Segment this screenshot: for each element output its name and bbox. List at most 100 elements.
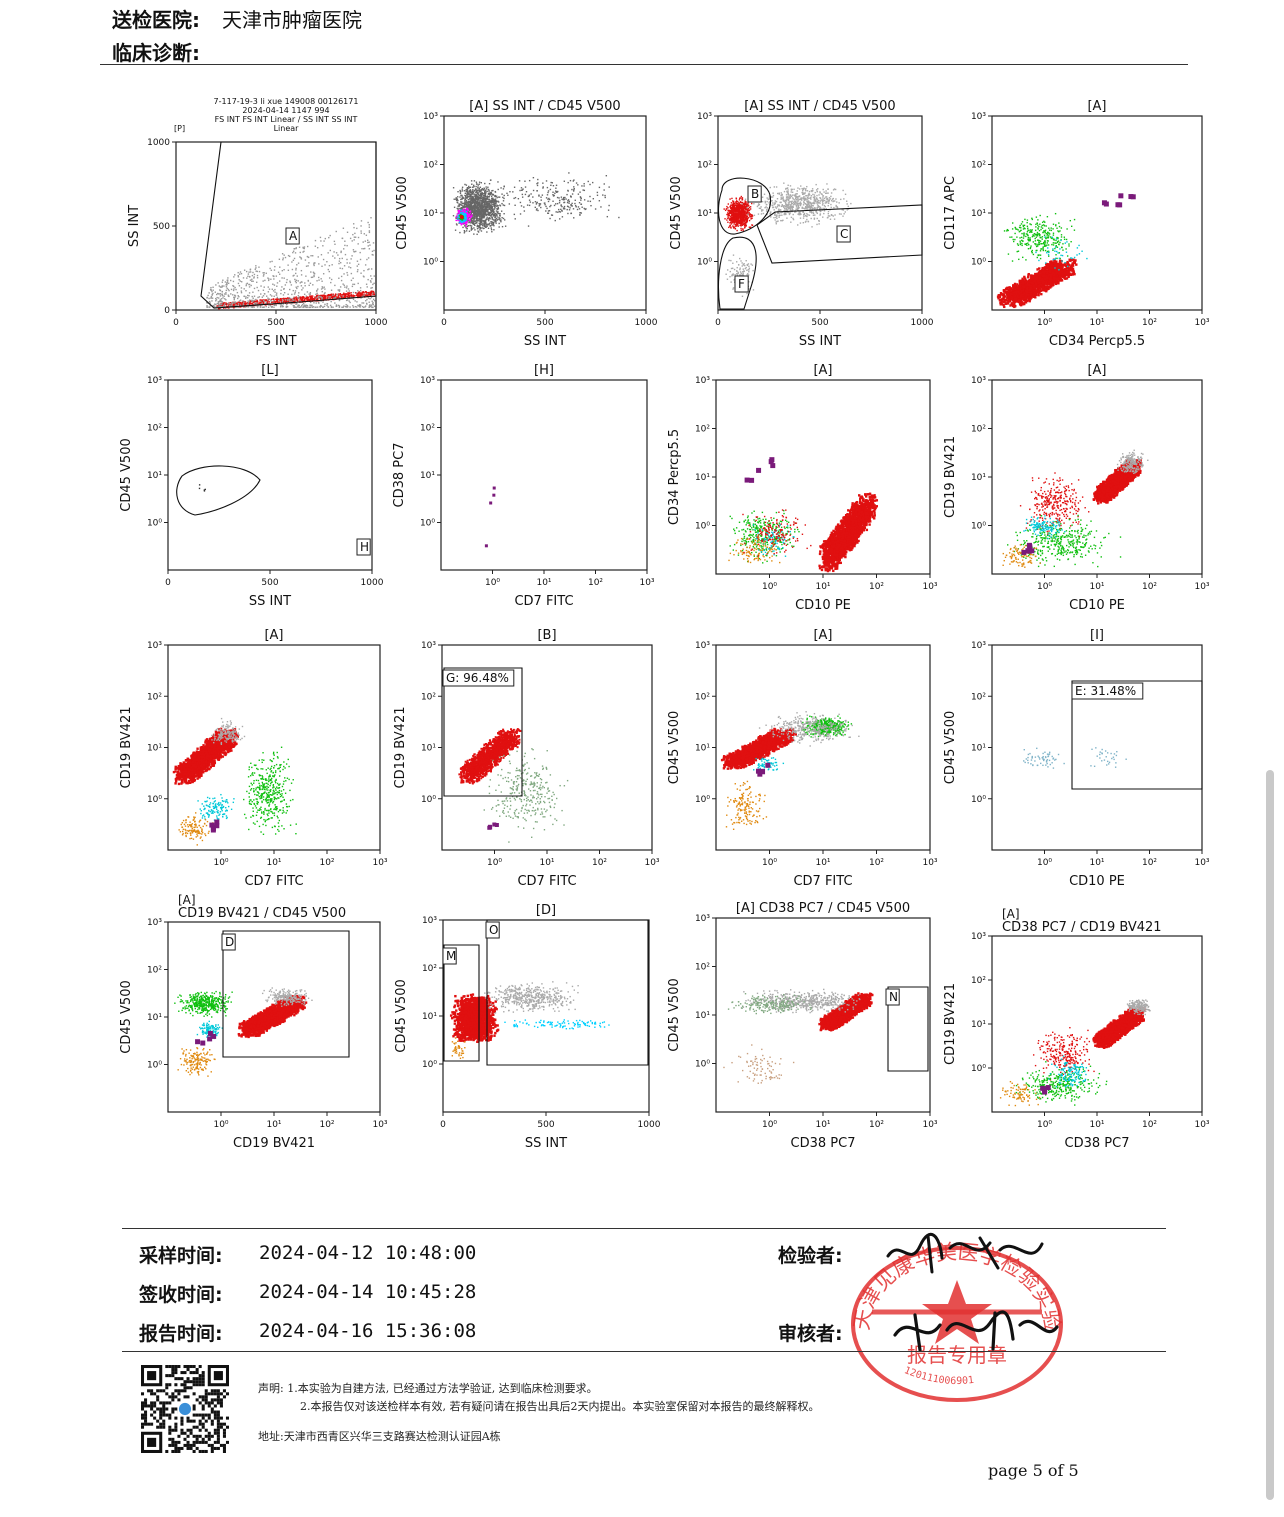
event-point <box>252 281 253 282</box>
event-point <box>286 279 287 280</box>
event-point <box>296 280 297 281</box>
event-point <box>365 240 366 241</box>
event-point <box>291 294 292 295</box>
event-point <box>339 260 340 261</box>
event-point <box>303 296 304 297</box>
event-point <box>284 292 285 293</box>
event-point <box>285 257 286 258</box>
event-point <box>357 283 358 284</box>
event-point <box>210 287 211 288</box>
event-point <box>330 250 331 251</box>
event-point <box>241 281 242 282</box>
event-point <box>316 302 317 303</box>
event-point <box>271 301 272 302</box>
event-point <box>245 290 246 291</box>
event-point <box>222 291 223 292</box>
event-point <box>342 238 343 239</box>
event-point <box>307 299 308 300</box>
event-point <box>313 302 314 303</box>
event-point <box>282 259 283 260</box>
event-point <box>322 245 323 246</box>
event-point <box>360 259 361 260</box>
event-point <box>278 300 279 301</box>
event-point <box>335 293 336 294</box>
event-point <box>367 279 368 280</box>
event-point <box>353 306 354 307</box>
event-point <box>255 265 256 266</box>
event-point <box>365 291 366 292</box>
event-point <box>343 273 344 274</box>
event-point <box>289 300 290 301</box>
event-point <box>238 283 239 284</box>
event-point <box>291 261 292 262</box>
event-point <box>347 296 348 297</box>
event-point <box>258 290 259 291</box>
event-point <box>296 264 297 265</box>
event-point <box>266 296 267 297</box>
event-point <box>304 294 305 295</box>
event-point <box>273 278 274 279</box>
event-point <box>307 305 308 306</box>
event-point <box>233 290 234 291</box>
event-point <box>300 298 301 299</box>
event-point <box>269 301 270 302</box>
event-point <box>245 306 246 307</box>
event-point <box>251 279 252 280</box>
event-point <box>350 292 351 293</box>
event-point <box>213 290 214 291</box>
event-point <box>339 258 340 259</box>
event-point <box>312 295 313 296</box>
event-point <box>346 287 347 288</box>
event-point <box>318 297 319 298</box>
event-point <box>327 252 328 253</box>
event-point <box>342 258 343 259</box>
event-point <box>230 280 231 281</box>
event-point <box>283 294 284 295</box>
event-point <box>318 296 319 297</box>
event-point <box>278 298 279 299</box>
event-point <box>364 233 365 234</box>
event-point <box>285 301 286 302</box>
event-point <box>305 275 306 276</box>
event-point <box>360 287 361 288</box>
event-point <box>271 306 272 307</box>
event-point <box>361 248 362 249</box>
event-point <box>209 301 210 302</box>
event-point <box>301 285 302 286</box>
event-point <box>310 298 311 299</box>
event-point <box>315 240 316 241</box>
event-point <box>344 296 345 297</box>
event-point <box>372 287 373 288</box>
event-point <box>335 295 336 296</box>
event-point <box>252 275 253 276</box>
event-point <box>323 240 324 241</box>
event-point <box>341 280 342 281</box>
event-point <box>364 294 365 295</box>
event-point <box>355 306 356 307</box>
event-point <box>238 295 239 296</box>
event-point <box>273 290 274 291</box>
event-point <box>257 297 258 298</box>
event-point <box>297 286 298 287</box>
event-point <box>280 293 281 294</box>
event-point <box>223 296 224 297</box>
event-point <box>352 286 353 287</box>
event-point <box>352 305 353 306</box>
event-point <box>356 301 357 302</box>
event-point <box>337 254 338 255</box>
event-point <box>358 264 359 265</box>
event-point <box>328 298 329 299</box>
event-point <box>344 285 345 286</box>
event-point <box>302 287 303 288</box>
event-point <box>322 301 323 302</box>
event-point <box>250 271 251 272</box>
event-point <box>303 251 304 252</box>
event-point <box>243 301 244 302</box>
event-point <box>268 280 269 281</box>
event-point <box>207 295 208 296</box>
event-point <box>220 293 221 294</box>
event-point <box>343 305 344 306</box>
event-point <box>254 296 255 297</box>
event-point <box>283 254 284 255</box>
event-point <box>262 301 263 302</box>
